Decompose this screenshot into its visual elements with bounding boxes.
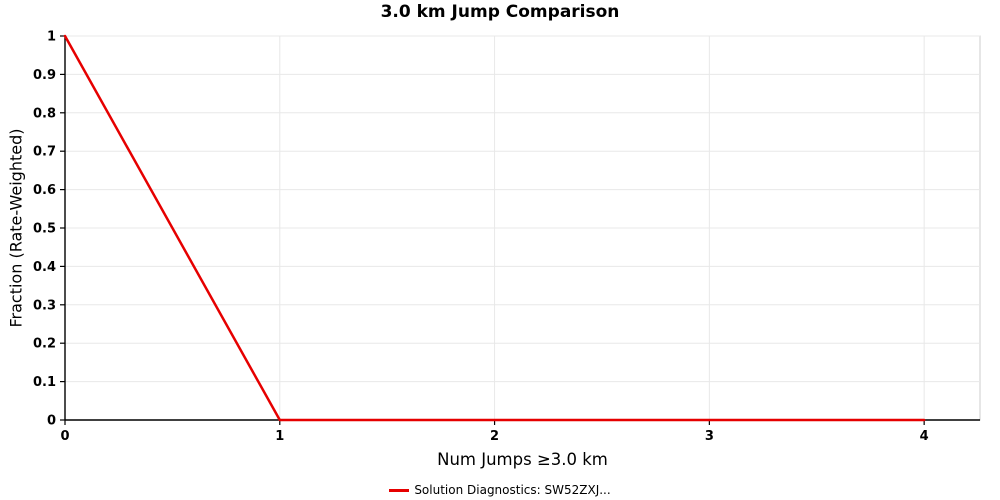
y-tick-label: 0.5 — [33, 222, 56, 237]
y-tick-label: 0.4 — [33, 260, 56, 275]
legend: Solution Diagnostics: SW52ZXJ... — [0, 483, 1000, 497]
chart-title: 3.0 km Jump Comparison — [380, 2, 620, 22]
y-tick-label: 0.9 — [33, 68, 56, 83]
legend-label: Solution Diagnostics: SW52ZXJ... — [414, 483, 611, 497]
x-tick-label: 0 — [60, 429, 69, 444]
y-tick-label: 0.7 — [33, 145, 56, 160]
x-tick-label: 4 — [920, 429, 929, 444]
x-tick-label: 1 — [275, 429, 284, 444]
y-tick-label: 0 — [47, 414, 56, 429]
x-tick-label: 3 — [705, 429, 714, 444]
x-tick-label: 2 — [490, 429, 499, 444]
legend-item-solution-diagnostics[interactable]: Solution Diagnostics: SW52ZXJ... — [389, 483, 611, 497]
legend-line-swatch — [389, 488, 410, 492]
y-tick-label: 0.1 — [33, 375, 56, 390]
y-tick-label: 0.8 — [33, 106, 56, 121]
y-tick-label: 1 — [47, 30, 56, 45]
y-tick-label: 0.2 — [33, 337, 56, 352]
plot-area: 0 0.1 0.2 0.3 0.4 0.5 0.6 0.7 0.8 0.9 1 0 1 2 3 4 — [33, 30, 981, 444]
x-axis-label: Num Jumps ≥3.0 km — [437, 450, 608, 469]
y-tick-label: 0.6 — [33, 183, 56, 198]
series-line — [63, 34, 926, 422]
y-tick-label: 0.3 — [33, 298, 56, 313]
